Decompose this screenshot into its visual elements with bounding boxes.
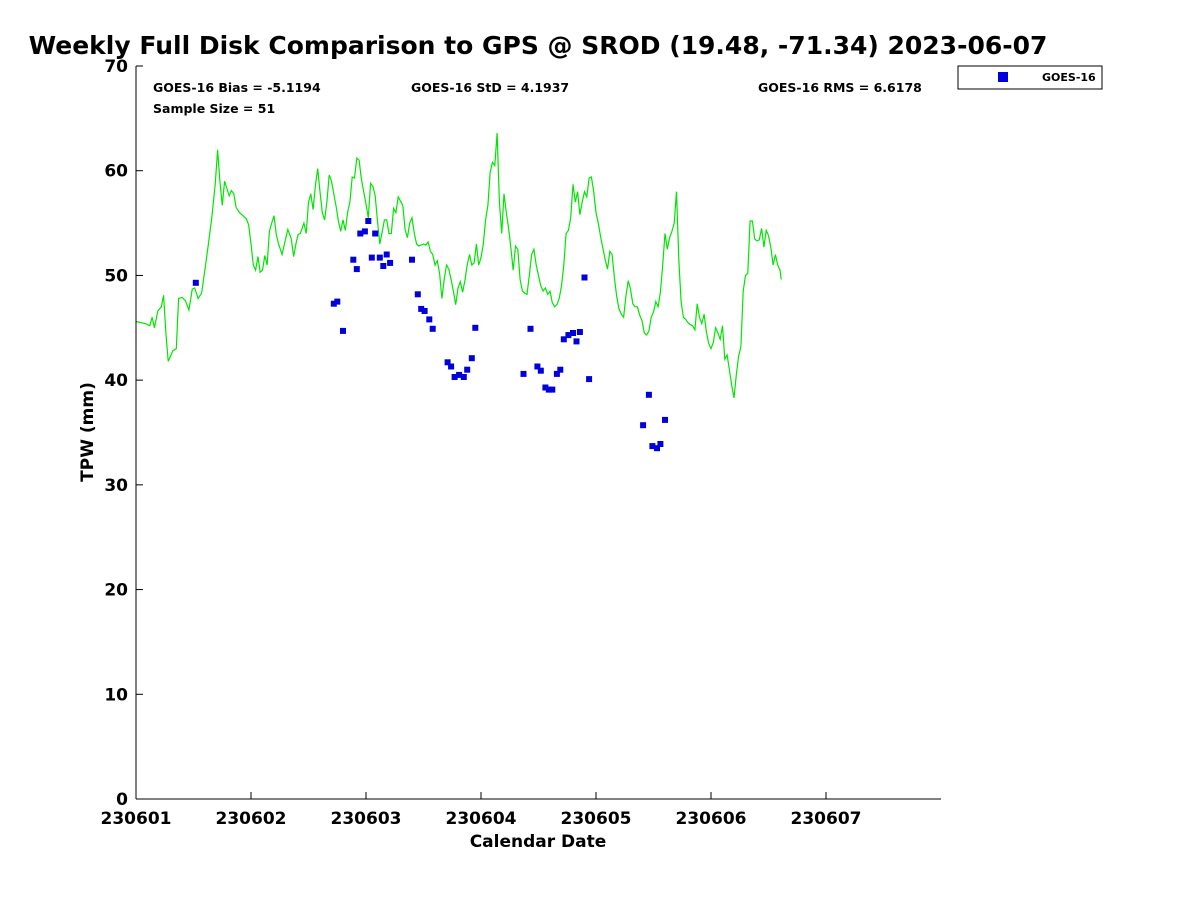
y-tick-label: 10	[104, 685, 128, 705]
goes-16-point	[421, 308, 428, 314]
goes-16-point	[545, 386, 552, 393]
goes-16-point	[464, 366, 471, 373]
goes-16-point	[334, 298, 341, 305]
legend-box	[957, 65, 1103, 90]
goes-16-point	[553, 370, 560, 377]
goes-16-point	[361, 228, 368, 235]
goes-16-point	[649, 443, 656, 450]
legend: GOES-16	[957, 65, 1103, 90]
goes-16-point	[357, 230, 364, 237]
x-axis-ticks: 230601 230602 230603 230604 230605 230606 2306…	[101, 792, 862, 829]
goes-16-point	[534, 363, 541, 370]
goes-16-point	[340, 327, 346, 334]
gps-line-layer	[135, 132, 782, 399]
goes-16-point	[429, 325, 436, 332]
goes-16-point	[573, 338, 580, 345]
gps-tpw-line	[135, 132, 782, 399]
goes-16-point	[542, 384, 549, 391]
goes-16-point	[353, 266, 360, 273]
goes-16-point	[537, 367, 544, 374]
goes-16-point	[662, 416, 668, 423]
goes-16-point	[368, 254, 375, 261]
x-tick-label: 230601	[101, 809, 172, 829]
goes-16-point	[444, 359, 451, 366]
plot-area	[136, 66, 941, 799]
x-tick-label: 230603	[331, 809, 402, 829]
goes-16-point	[549, 386, 556, 393]
goes-16-point	[376, 254, 383, 261]
y-tick-label: 40	[104, 371, 128, 391]
goes-16-point	[414, 291, 421, 298]
goes-16-point	[527, 325, 534, 332]
goes-16-point	[192, 279, 199, 286]
legend-label: GOES-16	[1042, 71, 1096, 84]
goes-16-point	[448, 363, 455, 370]
x-axis-label: Calendar Date	[470, 832, 607, 852]
goes-16-point	[581, 274, 588, 281]
y-axis-ticks: 0 10 20 30 40 50 60 70	[104, 57, 143, 810]
goes-16-point	[380, 263, 387, 269]
x-tick-label: 230606	[676, 809, 747, 829]
y-tick-label: 50	[104, 266, 128, 286]
std-stat: GOES-16 StD = 4.1937	[411, 80, 569, 95]
bias-stat: GOES-16 Bias = -5.1194	[153, 80, 321, 95]
goes-16-point	[330, 300, 337, 307]
goes-16-point	[387, 259, 394, 266]
goes-16-point	[456, 371, 463, 378]
goes-16-point	[570, 330, 576, 336]
goes-16-point	[520, 370, 527, 377]
y-tick-label: 30	[104, 476, 128, 496]
chart-title: Weekly Full Disk Comparison to GPS @ SRO…	[29, 31, 1048, 60]
x-tick-label: 230605	[561, 809, 632, 829]
goes-16-point	[460, 374, 467, 380]
goes-16-point	[468, 355, 475, 362]
goes-16-point	[657, 441, 664, 447]
goes-16-point	[576, 329, 583, 335]
goes-16-point	[365, 218, 372, 224]
goes-16-point	[426, 316, 433, 323]
goes-16-point	[418, 305, 425, 312]
sample-size-stat: Sample Size = 51	[153, 101, 275, 116]
goes-16-point	[472, 324, 479, 331]
goes-16-point	[372, 230, 379, 237]
x-tick-label: 230604	[446, 809, 517, 829]
goes-16-point	[560, 336, 567, 343]
rms-stat: GOES-16 RMS = 6.6178	[758, 80, 922, 95]
goes-16-point	[654, 445, 660, 452]
goes-16-point	[451, 374, 458, 380]
goes-16-points	[192, 218, 668, 452]
x-tick-label: 230607	[791, 809, 862, 829]
goes-16-point	[565, 332, 572, 339]
goes-16-point	[640, 422, 647, 429]
y-axis-label: TPW (mm)	[78, 382, 98, 482]
goes-16-point	[645, 391, 652, 398]
y-tick-label: 20	[104, 581, 128, 601]
goes-16-point	[350, 256, 357, 263]
x-tick-label: 230602	[216, 809, 287, 829]
goes-16-point	[586, 376, 593, 383]
legend-marker	[998, 72, 1008, 82]
y-tick-label: 70	[104, 57, 128, 77]
y-tick-label: 60	[104, 162, 128, 182]
goes-16-point	[383, 251, 390, 258]
goes-16-point	[409, 256, 415, 263]
y-tick-label: 0	[116, 790, 128, 810]
goes-16-point	[557, 366, 564, 373]
